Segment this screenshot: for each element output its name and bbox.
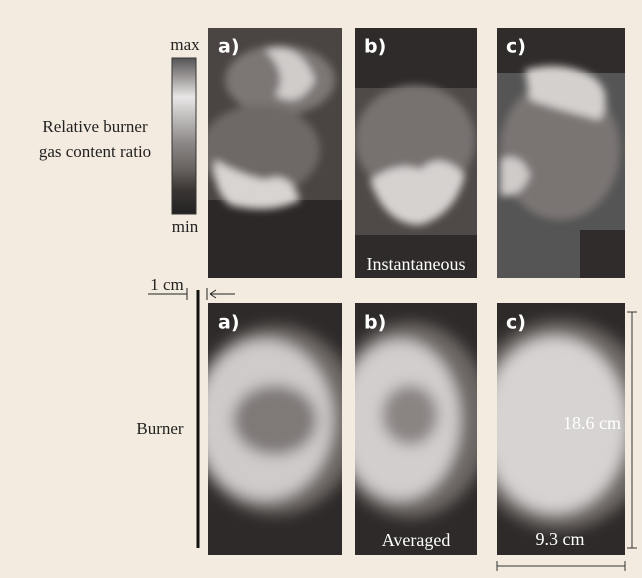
image-panel (200, 28, 342, 278)
quantity-label: gas content ratio (39, 142, 151, 161)
panel-label: b) (364, 36, 386, 58)
panel-label: a) (218, 312, 240, 334)
colorbar-max: max (170, 35, 200, 54)
panel-label: a) (218, 36, 240, 58)
burner-label: Burner (136, 419, 184, 438)
image-panel (497, 28, 625, 278)
height-label: 18.6 cm (563, 413, 621, 433)
figure: max min Relative burner gas content rati… (0, 0, 642, 578)
panel-label: c) (506, 36, 526, 58)
image-panel (330, 303, 490, 555)
caption: Instantaneous (367, 254, 466, 274)
quantity-label: Relative burner (42, 117, 148, 136)
caption: Averaged (382, 530, 451, 550)
colorbar-min: min (172, 217, 199, 236)
scale-arrow (210, 290, 235, 298)
image-panel (355, 28, 477, 278)
scale-bar-label: 1 cm (150, 275, 184, 294)
panel-label: b) (364, 312, 386, 334)
figure-canvas: max min Relative burner gas content rati… (0, 0, 642, 578)
panel-label: c) (506, 312, 526, 334)
image-panel (190, 303, 360, 555)
color-bar (172, 58, 196, 214)
width-label: 9.3 cm (536, 529, 585, 549)
